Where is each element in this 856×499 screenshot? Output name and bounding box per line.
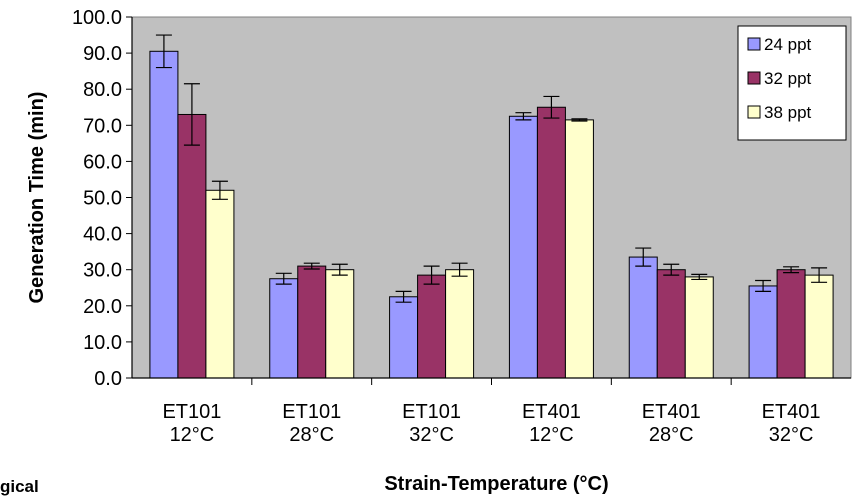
bar-24-ppt-cat-4: [628, 256, 658, 379]
bar-32-ppt-cat-5: [776, 269, 806, 379]
y-tick-label: 0.0: [94, 368, 122, 390]
error-bars-layer: [155, 34, 828, 303]
error-bar-32-ppt-cat-1: [303, 262, 320, 270]
y-tick-label: 60.0: [83, 151, 122, 173]
error-bar-24-ppt-cat-5: [755, 279, 772, 292]
bar-32-ppt-cat-2: [417, 274, 447, 379]
x-category-label: ET401 12°C: [522, 401, 581, 446]
bar-38-ppt-cat-2: [445, 269, 475, 379]
x-category-label: ET101 32°C: [402, 401, 461, 446]
bars-layer: [149, 50, 834, 379]
y-tick-labels: 0.0 10.0 20.0 30.0 40.0 50.0 60.0 70.0 80.0 90.0 1…: [72, 7, 122, 390]
x-category-label-line: 28°C: [649, 424, 694, 446]
bar-38-ppt-cat-5: [804, 274, 834, 379]
x-category-label-line: ET401: [642, 401, 701, 423]
bar-38-ppt-cat-4: [684, 276, 714, 379]
error-bar-38-ppt-cat-3: [571, 118, 588, 122]
x-category-label: ET401 28°C: [642, 401, 701, 446]
x-category-label-line: ET101: [402, 401, 461, 423]
bar-24-ppt-cat-3: [508, 115, 538, 379]
x-category-label-line: 12°C: [170, 424, 215, 446]
y-tick-label: 50.0: [83, 188, 122, 210]
error-bar-38-ppt-cat-2: [451, 262, 468, 277]
error-bar-32-ppt-cat-0: [183, 83, 200, 146]
x-category-label-line: 32°C: [769, 424, 814, 446]
bar-24-ppt-cat-1: [269, 278, 299, 379]
error-bar-32-ppt-cat-3: [543, 95, 560, 119]
error-bar-32-ppt-cat-4: [663, 263, 680, 276]
y-tick-label: 10.0: [83, 332, 122, 354]
x-category-label-line: ET101: [162, 401, 221, 423]
error-bar-32-ppt-cat-5: [783, 266, 800, 274]
bar-24-ppt-cat-5: [748, 285, 778, 379]
y-tick-label: 70.0: [83, 115, 122, 137]
x-axis-title: Strain-Temperature (°C): [384, 473, 608, 495]
legend-item-24-ppt: 24 ppt: [747, 35, 812, 54]
bar-24-ppt-cat-0: [149, 50, 179, 379]
y-tick-label: 80.0: [83, 79, 122, 101]
error-bar-24-ppt-cat-2: [395, 290, 412, 303]
bar-38-ppt-cat-0: [205, 189, 235, 379]
cropped-caption-text: gical: [0, 477, 39, 496]
error-bar-24-ppt-cat-1: [275, 272, 292, 285]
error-bar-38-ppt-cat-5: [811, 267, 828, 283]
legend-swatch: [747, 37, 761, 51]
legend-label: 32 ppt: [764, 69, 812, 88]
legend: 24 ppt 32 ppt 38 ppt: [737, 25, 847, 141]
y-axis-title: Generation Time (min): [26, 92, 48, 304]
y-tick-label: 90.0: [83, 43, 122, 65]
y-tick-label: 30.0: [83, 260, 122, 282]
bar-24-ppt-cat-2: [389, 296, 419, 379]
error-bar-38-ppt-cat-4: [691, 273, 708, 281]
y-tick-label: 20.0: [83, 296, 122, 318]
legend-swatch: [747, 105, 761, 119]
x-category-label-line: 32°C: [409, 424, 454, 446]
x-category-label-line: ET401: [762, 401, 821, 423]
x-category-label-line: 12°C: [529, 424, 574, 446]
plot-area: [131, 16, 852, 379]
bar-32-ppt-cat-0: [177, 113, 207, 379]
legend-item-38-ppt: 38 ppt: [747, 103, 812, 122]
error-bar-32-ppt-cat-2: [423, 265, 440, 285]
y-tick-label: 100.0: [72, 7, 122, 29]
x-category-label-line: 28°C: [289, 424, 334, 446]
y-tick-label: 40.0: [83, 224, 122, 246]
error-bar-24-ppt-cat-4: [635, 247, 652, 267]
error-bar-38-ppt-cat-1: [331, 263, 348, 276]
x-category-label: ET101 12°C: [162, 401, 221, 446]
bar-38-ppt-cat-1: [325, 269, 355, 379]
bar-32-ppt-cat-3: [536, 106, 566, 379]
bar-32-ppt-cat-1: [297, 265, 327, 379]
x-category-label-line: ET401: [522, 401, 581, 423]
x-category-label-line: ET101: [282, 401, 341, 423]
legend-item-32-ppt: 32 ppt: [747, 69, 812, 88]
legend-label: 38 ppt: [764, 103, 812, 122]
bar-32-ppt-cat-4: [656, 269, 686, 379]
error-bar-24-ppt-cat-0: [155, 34, 172, 69]
legend-label: 24 ppt: [764, 35, 812, 54]
x-category-label: ET101 28°C: [282, 401, 341, 446]
axes-layer: [126, 16, 851, 385]
x-category-label: ET401 32°C: [762, 401, 821, 446]
error-bar-38-ppt-cat-0: [211, 180, 228, 200]
legend-swatch: [747, 71, 761, 85]
bar-38-ppt-cat-3: [564, 119, 594, 379]
error-bar-24-ppt-cat-3: [515, 112, 532, 121]
